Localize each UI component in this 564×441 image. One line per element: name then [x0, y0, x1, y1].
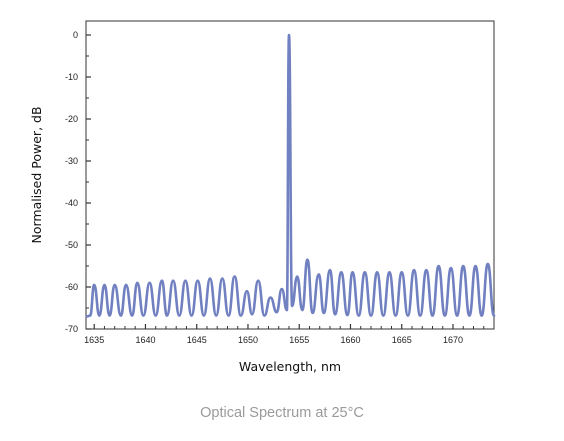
plot-frame — [85, 20, 495, 330]
series-line — [85, 33, 496, 318]
x-tick-label: 1645 — [187, 335, 207, 345]
x-axis: 1635 1640 1645 1650 1655 1660 1665 1670 — [84, 324, 495, 345]
x-tick-label: 1660 — [340, 335, 360, 345]
y-tick-label: -20 — [65, 114, 78, 124]
y-tick-label: -50 — [65, 240, 78, 250]
y-tick-label: -30 — [65, 156, 78, 166]
x-tick-label: 1640 — [135, 335, 155, 345]
y-axis: 0 -10 -20 -30 -40 -50 -60 -70 — [65, 30, 91, 334]
y-tick-label: -10 — [65, 72, 78, 82]
x-axis-title: Wavelength, nm — [239, 359, 341, 374]
y-tick-label: 0 — [73, 30, 78, 40]
y-tick-label: -40 — [65, 198, 78, 208]
y-tick-label: -60 — [65, 282, 78, 292]
x-tick-label: 1670 — [443, 335, 463, 345]
x-tick-label: 1655 — [289, 335, 309, 345]
y-axis-title: Normalised Power, dB — [29, 106, 44, 243]
x-tick-label: 1635 — [84, 335, 104, 345]
y-tick-label: -70 — [65, 324, 78, 334]
x-tick-label: 1650 — [238, 335, 258, 345]
x-tick-label: 1665 — [392, 335, 412, 345]
figure-caption: Optical Spectrum at 25°C — [200, 405, 364, 421]
